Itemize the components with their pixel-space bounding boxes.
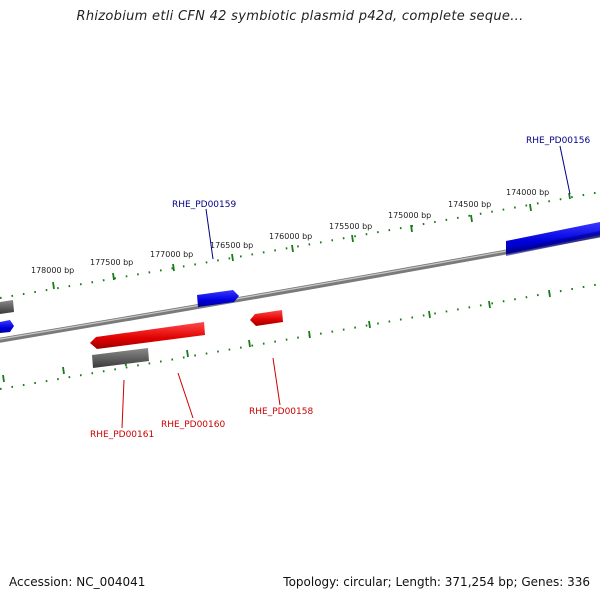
gene-rhe-pd00160[interactable] xyxy=(90,322,205,349)
bp-label: 176000 bp xyxy=(269,232,312,241)
bp-label: 177000 bp xyxy=(150,250,193,259)
leader-line-160 xyxy=(177,372,194,419)
bp-label: 174500 bp xyxy=(448,200,491,209)
leader-line-159 xyxy=(205,208,214,260)
inner-ruler xyxy=(0,283,600,390)
accession-text: Accession: NC_004041 xyxy=(9,575,146,589)
gene-label-158[interactable]: RHE_PD00158 xyxy=(249,407,313,417)
bp-label: 176500 bp xyxy=(210,241,253,250)
inner-major-ticks xyxy=(2,289,551,383)
topology-summary: Topology: circular; Length: 371,254 bp; … xyxy=(283,575,590,589)
gene-label-160[interactable]: RHE_PD00160 xyxy=(161,420,225,430)
gene-partial-left-grey[interactable] xyxy=(0,300,14,314)
gene-rhe-pd00156[interactable] xyxy=(506,222,600,256)
bp-label: 178000 bp xyxy=(31,266,74,275)
gene-rhe-pd00159[interactable] xyxy=(197,290,239,307)
map-title: Rhizobium etli CFN 42 symbiotic plasmid … xyxy=(76,9,524,24)
leader-line-158 xyxy=(272,357,281,406)
gene-label-161[interactable]: RHE_PD00161 xyxy=(90,430,154,440)
gene-partial-left-blue[interactable] xyxy=(0,320,14,333)
leader-line-161 xyxy=(121,379,125,429)
bp-label: 177500 bp xyxy=(90,258,133,267)
gene-label-156[interactable]: RHE_PD00156 xyxy=(526,136,590,146)
bp-label: 175500 bp xyxy=(329,222,372,231)
gene-label-159[interactable]: RHE_PD00159 xyxy=(172,200,236,210)
leader-line-156 xyxy=(559,145,571,195)
gene-rhe-pd00161[interactable] xyxy=(92,348,149,368)
bp-label: 175000 bp xyxy=(388,211,431,220)
bp-label: 174000 bp xyxy=(506,188,549,197)
outer-major-ticks xyxy=(52,192,571,290)
gene-rhe-pd00158[interactable] xyxy=(250,310,283,326)
